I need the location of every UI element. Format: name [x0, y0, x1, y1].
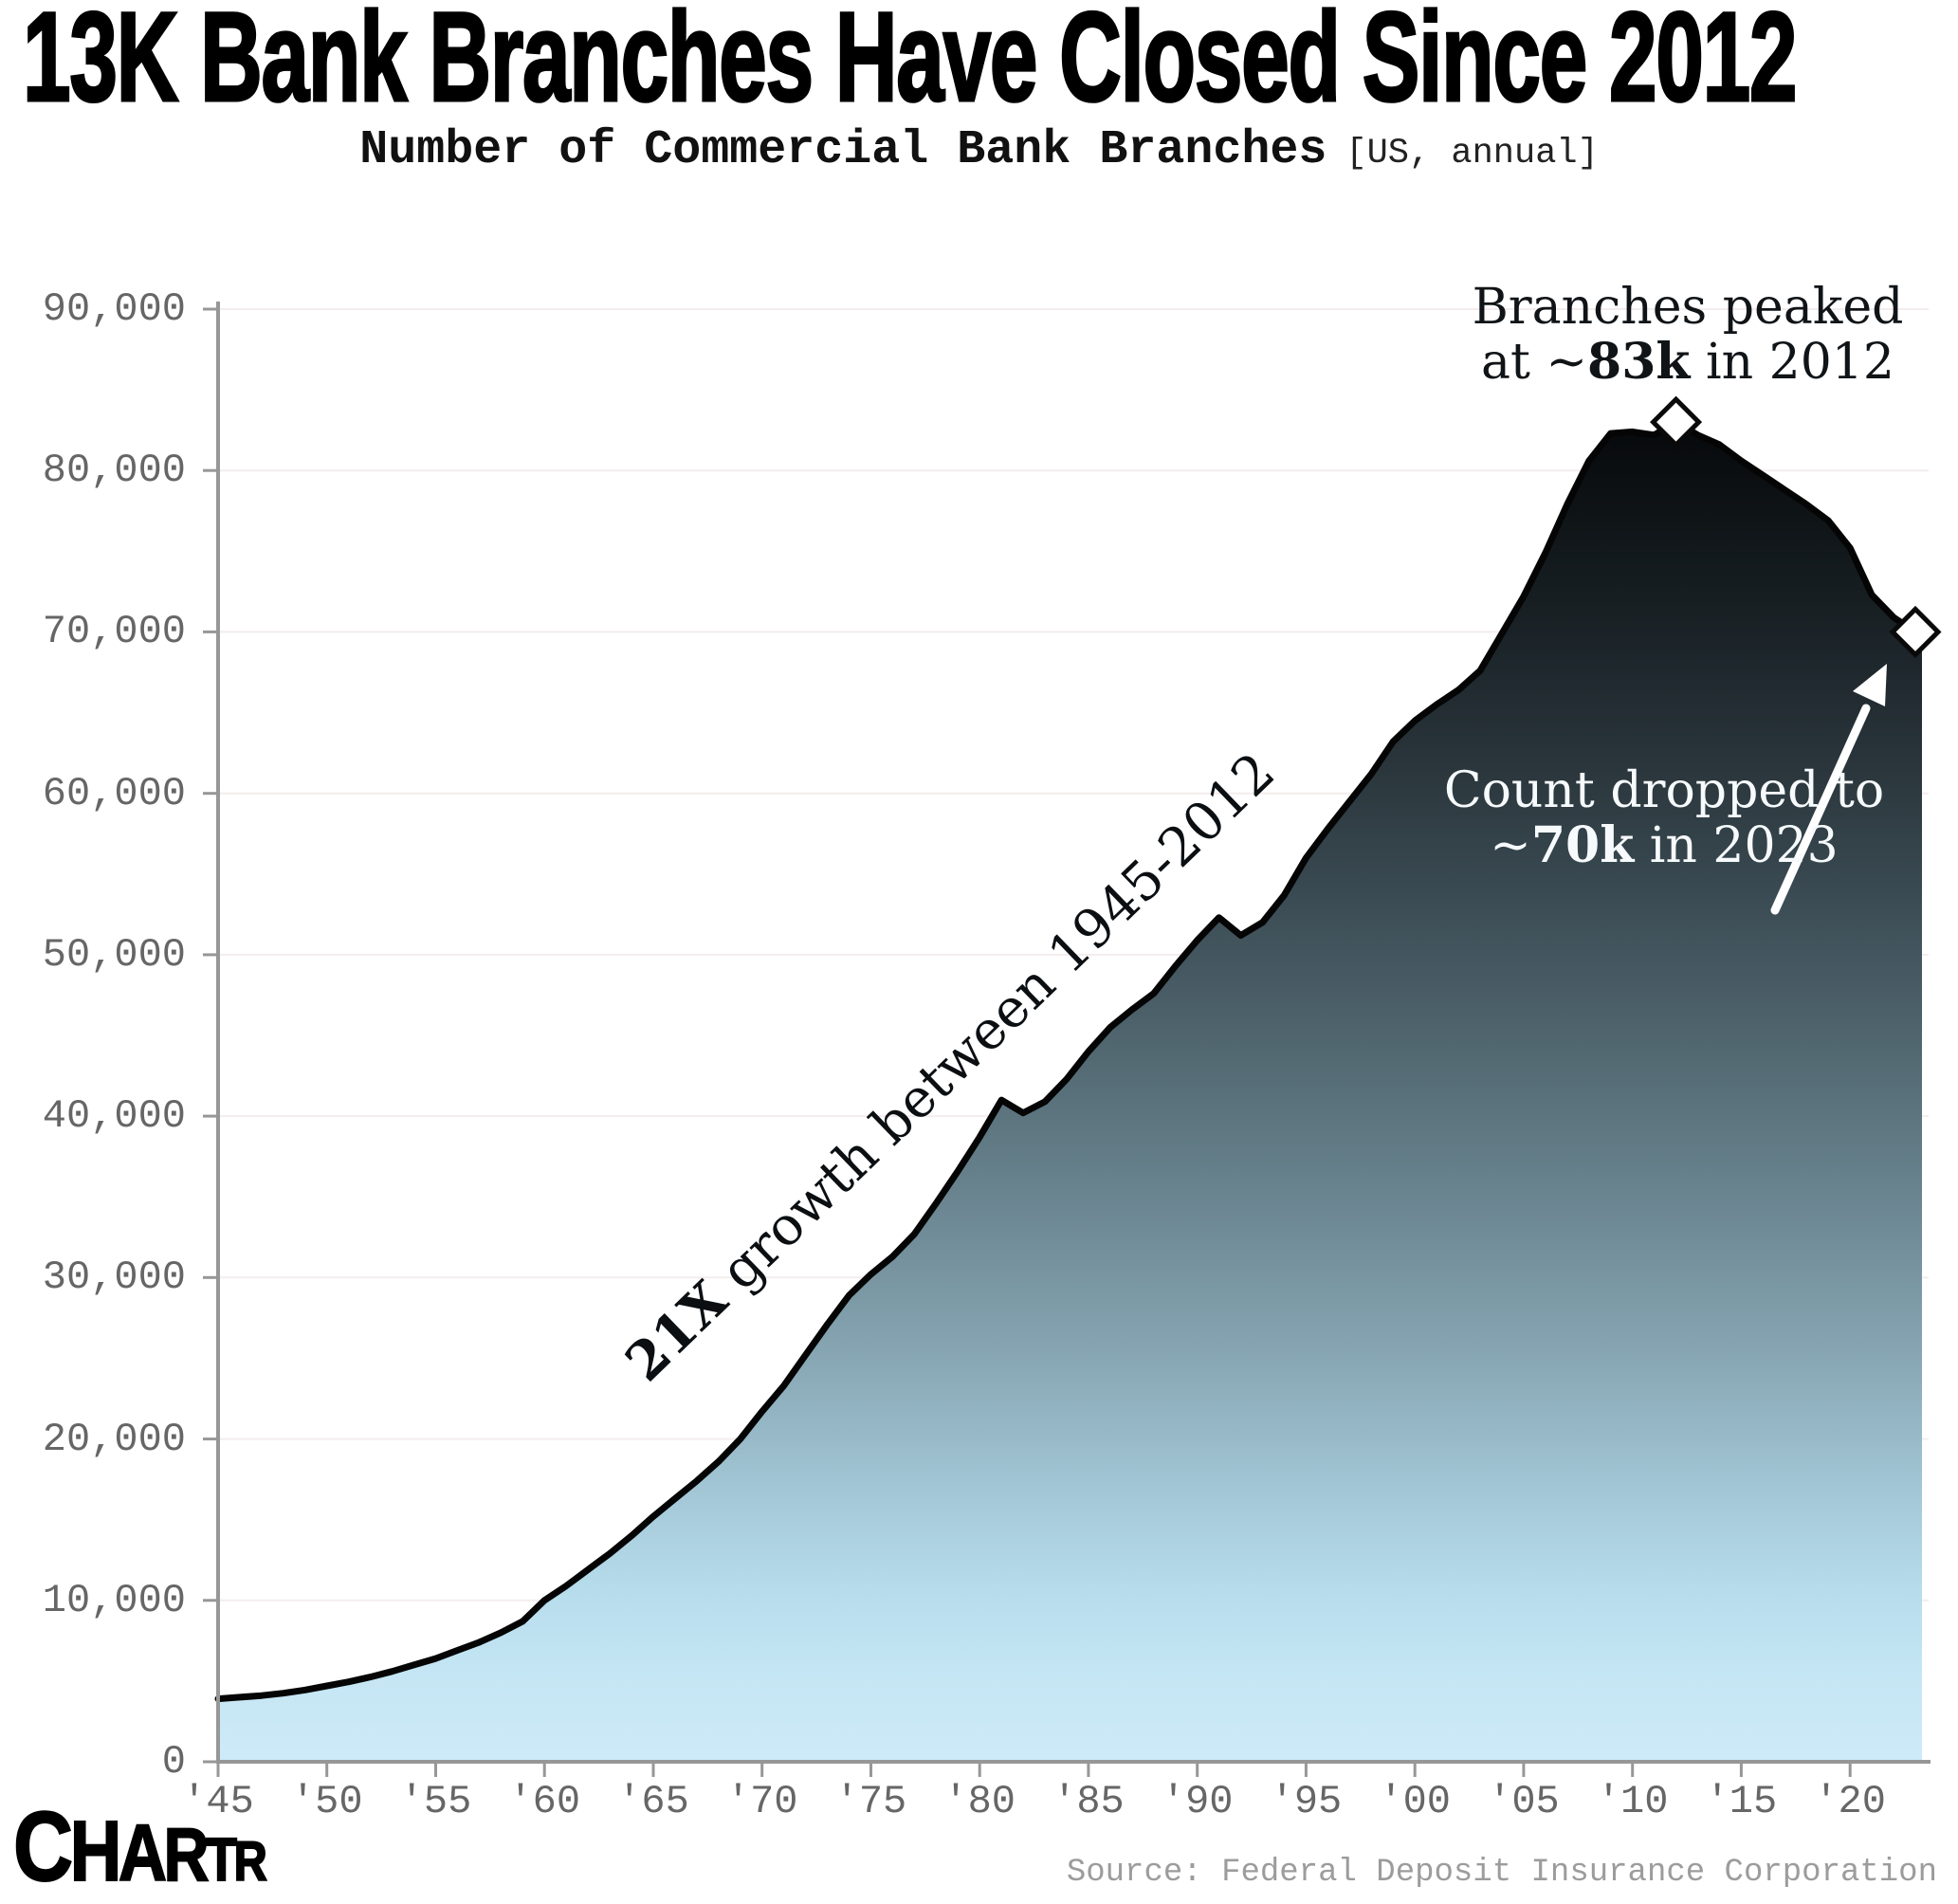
logo-letter: T	[205, 1825, 238, 1894]
annotation-drop: Count dropped to ~70k in 2023	[1380, 764, 1949, 873]
y-axis-tick-label: 70,000	[42, 609, 186, 655]
x-axis-tick-label: '90	[1161, 1779, 1234, 1824]
source-credit: Source: Federal Deposit Insurance Corpor…	[1066, 1855, 1937, 1891]
y-axis-tick-label: 50,000	[42, 931, 186, 978]
x-axis-tick-label: '85	[1052, 1779, 1125, 1824]
annotation-arrow	[1770, 664, 1887, 915]
annotation-drop-line2-pre: ~	[1490, 817, 1531, 874]
x-axis-tick-label: '70	[725, 1779, 798, 1824]
annotation-peak-line1: Branches peaked	[1472, 279, 1904, 336]
annotation-peak: Branches peaked at ~83k in 2012	[1403, 281, 1958, 390]
y-axis-tick-label: 20,000	[42, 1416, 186, 1462]
data-line	[214, 418, 1926, 1703]
x-axis-tick-label: '20	[1814, 1779, 1886, 1824]
logo-letter: R	[163, 1812, 210, 1896]
diamond-marker	[1889, 605, 1942, 658]
x-axis-tick-label: '50	[290, 1779, 363, 1824]
axes	[216, 302, 1931, 1764]
data-point-markers	[1650, 395, 1942, 658]
logo-letter: H	[69, 1804, 122, 1899]
subtitle-qualifier: [US, annual]	[1345, 134, 1599, 174]
logo-letter: C	[12, 1792, 74, 1902]
x-axis-tick-label: '45	[182, 1779, 254, 1824]
page-title: 13K Bank Branches Have Closed Since 2012	[22, 0, 1799, 128]
x-axis-tick-label: '10	[1596, 1779, 1669, 1824]
y-axis-tick-label: 40,000	[42, 1093, 186, 1140]
x-axis-tick-label: '00	[1379, 1779, 1451, 1824]
x-axis-tick-label: '60	[508, 1779, 581, 1824]
axis-ticks	[203, 307, 1852, 1777]
x-axis-tick-label: '05	[1488, 1779, 1560, 1824]
x-axis-tick-label: '95	[1270, 1779, 1343, 1824]
annotation-peak-line2-pre: at ~	[1481, 334, 1588, 391]
y-axis-tick-label: 10,000	[42, 1577, 186, 1623]
y-axis-tick-label: 0	[161, 1739, 186, 1785]
x-axis-tick-label: '55	[399, 1779, 472, 1824]
y-axis-tick-label: 60,000	[42, 770, 186, 816]
area-fill	[218, 422, 1922, 1762]
annotation-peak-value: 83k	[1587, 333, 1691, 391]
chart-subtitle: Number of Commercial Bank Branches [US, a…	[0, 123, 1958, 177]
diamond-marker	[1650, 395, 1703, 449]
x-axis-tick-label: '75	[834, 1779, 907, 1824]
y-axis-tick-label: 80,000	[42, 448, 186, 494]
subtitle-main: Number of Commercial Bank Branches	[359, 123, 1327, 177]
y-axis-tick-label: 90,000	[42, 286, 186, 332]
annotation-drop-line2-post: in 2023	[1634, 817, 1839, 874]
logo-letter: A	[118, 1808, 168, 1897]
x-axis-tick-label: '15	[1705, 1779, 1778, 1824]
annotation-drop-value: 70k	[1530, 816, 1635, 874]
x-axis-tick-label: '65	[617, 1779, 689, 1824]
annotation-peak-line2-post: in 2012	[1690, 334, 1894, 391]
logo-letter: R	[233, 1831, 268, 1893]
y-axis-tick-label: 30,000	[42, 1254, 186, 1301]
annotation-drop-line1: Count dropped to	[1443, 762, 1885, 819]
x-axis-tick-label: '80	[943, 1779, 1016, 1824]
